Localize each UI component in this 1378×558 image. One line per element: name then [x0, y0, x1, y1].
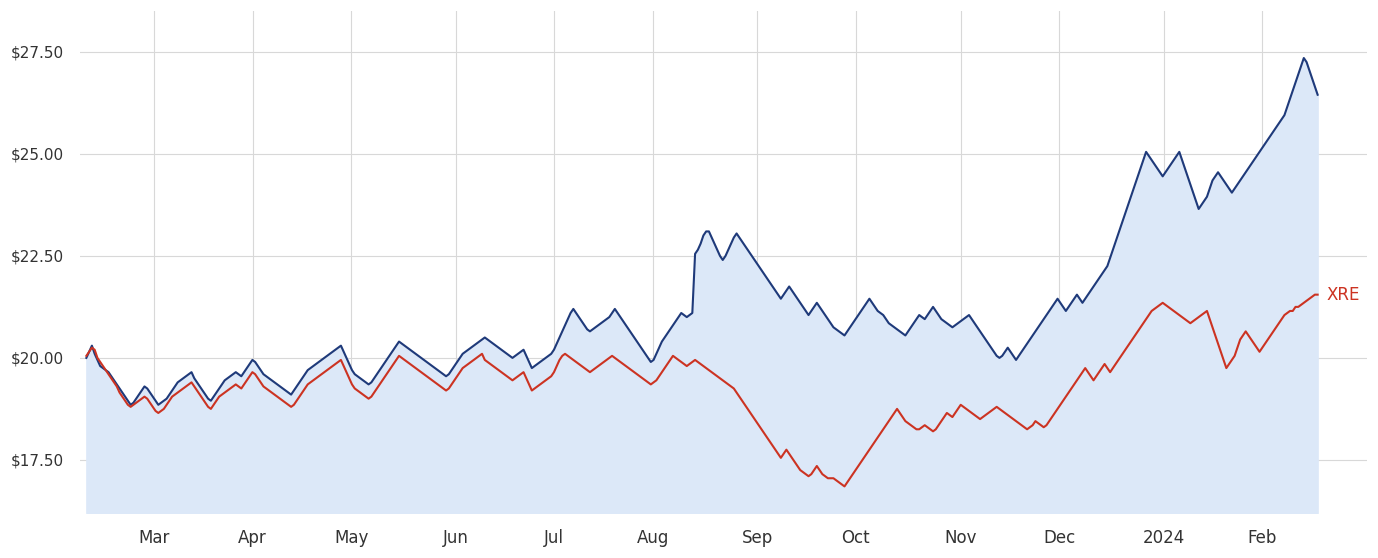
Text: XRE: XRE: [1326, 286, 1360, 304]
